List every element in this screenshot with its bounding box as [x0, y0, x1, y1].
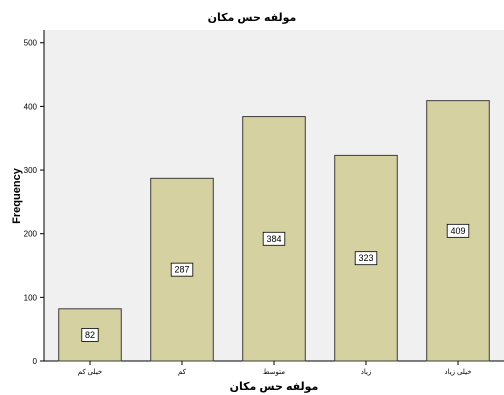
- x-category-label: خیلی کم: [78, 368, 103, 376]
- data-label: 323: [358, 253, 373, 263]
- data-label: 82: [85, 330, 95, 340]
- data-label-box: [81, 328, 99, 342]
- data-label-box: [354, 251, 378, 266]
- data-label-box: [446, 223, 470, 238]
- y-axis-ticks: 0 100 200 300 400 500: [24, 39, 44, 366]
- x-category-label: متوسط: [263, 369, 285, 376]
- x-axis-label: مولفه حس مکان: [230, 381, 319, 393]
- x-category-label: زیاد: [361, 369, 372, 376]
- y-tick-label: 300: [24, 166, 38, 175]
- x-axis-categories: خیلی کم کم متوسط زیاد خیلی زیاد: [78, 361, 472, 376]
- x-category-label: کم: [178, 368, 187, 376]
- chart-title: مولفه حس مکان: [208, 12, 297, 24]
- y-tick-label: 200: [24, 230, 38, 239]
- data-label: 384: [266, 234, 281, 244]
- data-label: 409: [450, 226, 465, 236]
- data-label-box: [170, 262, 194, 277]
- x-category-label: خیلی زیاد: [444, 369, 471, 376]
- data-label-box: [262, 231, 286, 246]
- data-label: 287: [174, 265, 189, 275]
- y-axis-label: Frequency: [11, 167, 23, 224]
- y-tick-label: 0: [33, 357, 38, 366]
- y-tick-label: 500: [24, 39, 38, 48]
- y-tick-label: 100: [24, 293, 38, 302]
- y-tick-label: 400: [24, 102, 38, 111]
